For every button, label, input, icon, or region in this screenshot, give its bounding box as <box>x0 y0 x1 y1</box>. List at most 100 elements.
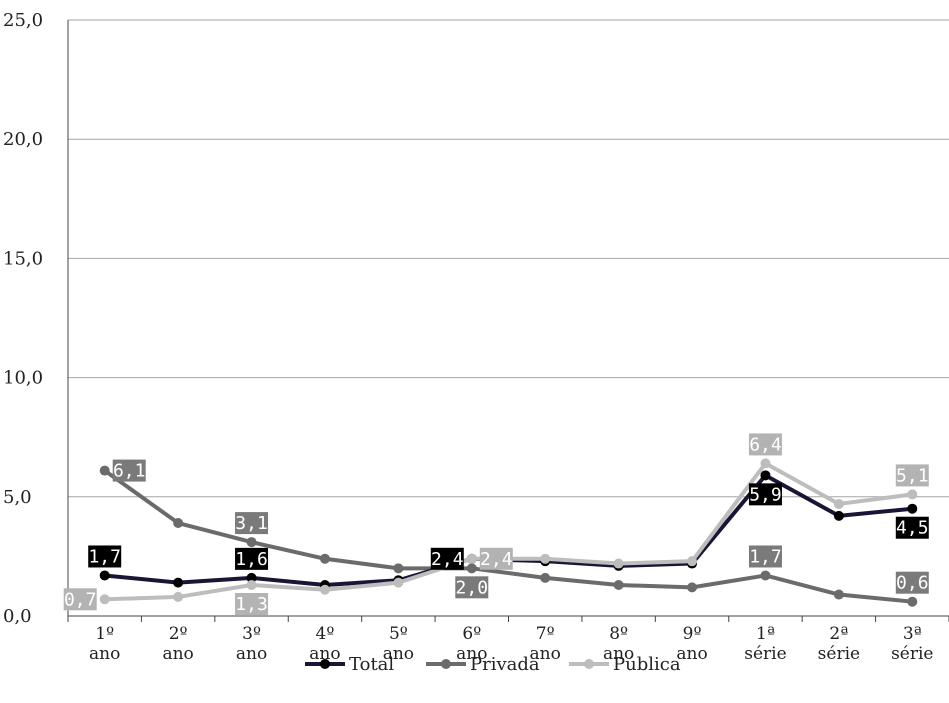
data-point <box>246 537 257 548</box>
legend-marker <box>584 659 594 669</box>
data-label: 3,1 <box>235 512 269 535</box>
data-label-bg <box>63 588 97 611</box>
data-point <box>760 470 771 481</box>
data-label-bg <box>430 547 464 570</box>
x-tick-label: ano <box>456 644 487 664</box>
data-label-text: 3,1 <box>235 513 268 534</box>
data-label-text: 1,7 <box>88 546 121 567</box>
x-tick-label: ano <box>383 644 414 664</box>
x-tick-label: 9º <box>683 624 702 644</box>
data-label-text: 2,0 <box>456 577 489 598</box>
data-label-bg <box>748 545 782 568</box>
legend-label: Pública <box>613 654 681 675</box>
legend-item: Pública <box>569 654 681 675</box>
legend-marker <box>320 659 330 669</box>
data-point <box>760 570 771 581</box>
data-point <box>99 570 110 581</box>
x-tick-label: 1ª <box>756 624 775 644</box>
data-label-bg <box>748 433 782 456</box>
data-label-bg <box>235 593 269 616</box>
data-point <box>833 510 844 521</box>
data-point <box>466 553 477 564</box>
data-label-text: 0,6 <box>896 573 929 594</box>
data-point <box>687 556 698 567</box>
x-tick-label: 2ª <box>829 624 848 644</box>
data-label: 2,0 <box>455 576 489 599</box>
data-label: 2,4 <box>479 547 513 570</box>
data-point <box>907 503 918 514</box>
x-tick-label: 6º <box>462 624 481 644</box>
legend-item: Privada <box>426 654 540 675</box>
data-label: 2,4 <box>430 547 464 570</box>
x-tick-label: ano <box>89 644 120 664</box>
x-tick-label: ano <box>309 644 340 664</box>
data-label-text: 1,7 <box>749 546 782 567</box>
y-tick-label: 25,0 <box>3 10 43 31</box>
data-point <box>907 596 918 607</box>
x-tick-label: ano <box>162 644 193 664</box>
legend-label: Total <box>349 654 394 675</box>
data-point <box>393 563 404 574</box>
data-point <box>833 498 844 509</box>
x-tick-label: série <box>744 644 786 664</box>
data-label: 0,6 <box>895 571 929 594</box>
data-label: 1,7 <box>88 545 122 568</box>
data-label-bg <box>895 571 929 594</box>
y-tick-label: 10,0 <box>3 368 43 389</box>
data-point <box>99 594 110 605</box>
x-tick-label: 7º <box>536 624 555 644</box>
data-label-text: 1,3 <box>235 594 268 615</box>
y-tick-label: 0,0 <box>3 606 32 627</box>
data-label-text: 6,4 <box>749 434 782 455</box>
data-label: 0,7 <box>63 588 97 611</box>
x-tick-label: 1º <box>95 624 114 644</box>
series-line-privada <box>103 468 913 604</box>
y-tick-label: 5,0 <box>3 487 32 508</box>
x-tick-label: 8º <box>609 624 628 644</box>
data-label-text: 2,4 <box>431 549 464 570</box>
data-label: 5,1 <box>895 464 929 487</box>
data-point <box>613 558 624 569</box>
legend-item: Total <box>305 654 394 675</box>
legend-label: Privada <box>470 654 540 675</box>
x-tick-label: 3ª <box>903 624 922 644</box>
data-point <box>907 489 918 500</box>
data-label-text: 0,7 <box>64 589 97 610</box>
y-tick-label: 20,0 <box>3 129 43 150</box>
data-label-bg <box>235 547 269 570</box>
legend-marker <box>441 659 451 669</box>
data-label-bg <box>112 459 146 482</box>
data-label-text: 2,4 <box>480 549 513 570</box>
data-point <box>173 591 184 602</box>
data-point <box>319 553 330 564</box>
data-label-bg <box>895 464 929 487</box>
x-tick-label: ano <box>236 644 267 664</box>
x-tick-label: 4º <box>316 624 335 644</box>
data-label: 1,6 <box>235 547 269 570</box>
data-label-text: 1,6 <box>235 549 268 570</box>
data-label: 6,1 <box>112 459 146 482</box>
data-label-bg <box>455 576 489 599</box>
data-label-bg <box>479 547 513 570</box>
x-tick-label: ano <box>676 644 707 664</box>
data-label-text: 6,1 <box>113 461 146 482</box>
x-tick-label: ano <box>530 644 561 664</box>
data-point <box>540 572 551 583</box>
data-label-text: 5,9 <box>749 484 782 505</box>
x-tick-label: 3º <box>242 624 261 644</box>
data-point <box>760 458 771 469</box>
x-tick-label: ano <box>603 644 634 664</box>
x-tick-label: 2º <box>169 624 188 644</box>
data-label-bg <box>895 516 929 539</box>
data-point <box>319 584 330 595</box>
x-tick-label: série <box>891 644 933 664</box>
data-label-bg <box>235 512 269 535</box>
x-tick-label: 5º <box>389 624 408 644</box>
data-label-text: 4,5 <box>896 518 929 539</box>
data-label: 1,3 <box>235 593 269 616</box>
data-label-bg <box>88 545 122 568</box>
data-point <box>99 465 110 476</box>
data-label: 1,7 <box>748 545 782 568</box>
data-point <box>246 580 257 591</box>
